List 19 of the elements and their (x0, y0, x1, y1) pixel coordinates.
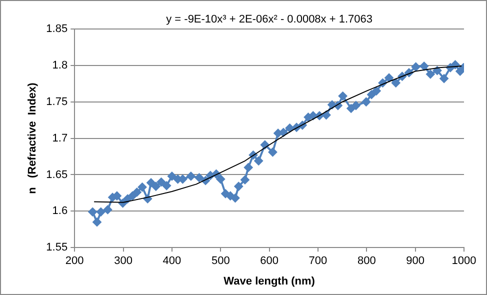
y-tick-label: 1.8 (52, 59, 68, 72)
x-tick-label: 400 (162, 255, 182, 268)
y-axis-title: n (Refractive Index) (26, 82, 39, 194)
x-tick-label: 900 (406, 255, 425, 268)
x-tick-label: 600 (260, 255, 278, 268)
x-tick-label: 300 (114, 255, 132, 268)
x-tick-label: 500 (211, 255, 230, 268)
x-tick-label: 700 (308, 255, 328, 268)
x-tick-label: 1000 (452, 255, 476, 268)
y-tick-label: 1.85 (46, 23, 68, 36)
y-tick-label: 1.55 (46, 242, 68, 254)
x-tick-label: 800 (357, 255, 376, 268)
x-tick-label: 200 (65, 255, 84, 268)
text: y = -9E-10x³ + 2E-06x² - 0.0008x + 1.7063 (166, 14, 372, 26)
y-tick-label: 1.7 (52, 132, 68, 144)
y-tick-label: 1.75 (46, 96, 68, 108)
y-tick-label: 1.65 (46, 168, 68, 181)
y-tick-label: 1.6 (52, 205, 68, 218)
x-axis-title: Wave length (nm) (224, 275, 316, 288)
